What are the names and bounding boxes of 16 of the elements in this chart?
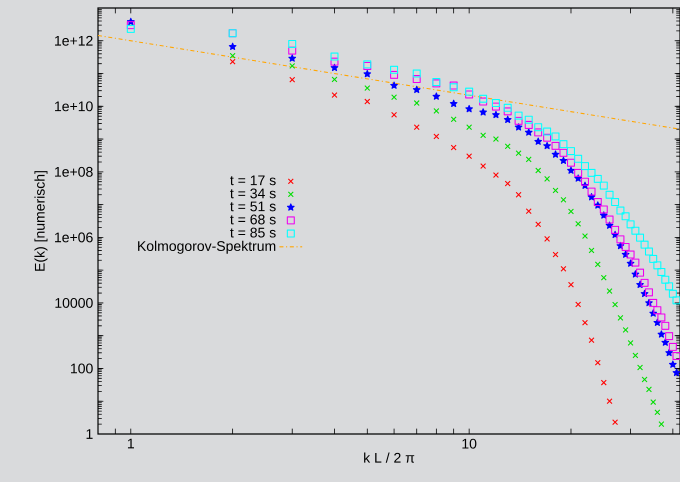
legend-label: t = 17 s	[230, 175, 276, 186]
y-tick-label: 1	[86, 429, 93, 439]
legend-label: Kolmogorov-Spektrum	[138, 240, 276, 254]
x-tick-label: 10	[462, 438, 476, 449]
legend-label: t = 85 s	[230, 228, 276, 238]
legend-label: t = 68 s	[230, 214, 276, 224]
legend-label: t = 51 s	[230, 202, 276, 212]
y-tick-label: 1e+12	[55, 36, 93, 46]
y-tick-label: 10000	[55, 298, 93, 308]
legend-label: t = 34 s	[230, 188, 276, 198]
y-tick-label: 100	[71, 364, 93, 374]
x-axis-title: k L / 2 π	[364, 452, 414, 463]
y-tick-label: 1e+10	[55, 101, 93, 112]
y-axis-title: E(k) [numerisch]	[34, 171, 48, 271]
y-tick-label: 1e+08	[55, 166, 93, 177]
y-tick-label: 1e+06	[55, 232, 93, 242]
